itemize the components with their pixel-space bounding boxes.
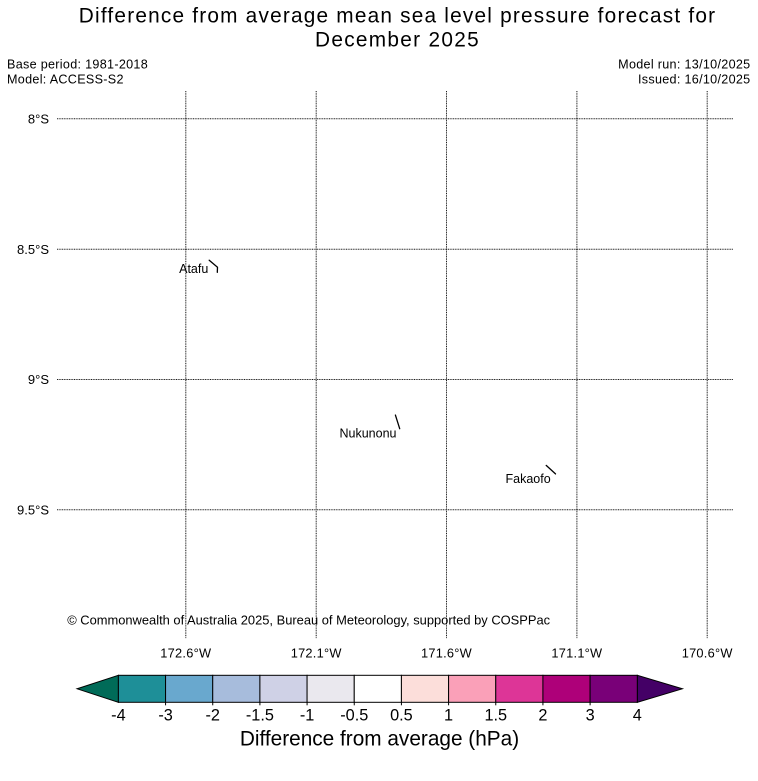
svg-text:Issued: 16/10/2025: Issued: 16/10/2025	[638, 73, 751, 87]
svg-text:2: 2	[538, 706, 547, 724]
svg-text:-0.5: -0.5	[340, 706, 368, 724]
svg-text:-2: -2	[205, 706, 219, 724]
svg-text:3: 3	[586, 706, 595, 724]
svg-text:1.5: 1.5	[484, 706, 507, 724]
svg-text:-1.5: -1.5	[246, 706, 274, 724]
svg-text:-3: -3	[158, 706, 172, 724]
svg-text:172.6°W: 172.6°W	[160, 646, 212, 661]
svg-text:9°S: 9°S	[28, 372, 49, 387]
svg-text:December 2025: December 2025	[315, 29, 480, 52]
svg-text:Base period: 1981-2018: Base period: 1981-2018	[7, 58, 148, 72]
svg-text:Model: ACCESS-S2: Model: ACCESS-S2	[7, 73, 124, 87]
svg-text:Atafu: Atafu	[179, 262, 208, 276]
svg-text:Model run: 13/10/2025: Model run: 13/10/2025	[618, 58, 750, 72]
svg-text:8°S: 8°S	[28, 111, 49, 126]
svg-text:Nukunonu: Nukunonu	[340, 427, 397, 441]
svg-text:1: 1	[444, 706, 453, 724]
svg-text:172.1°W: 172.1°W	[291, 646, 343, 661]
svg-text:171.6°W: 171.6°W	[421, 646, 473, 661]
svg-text:© Commonwealth of Australia 20: © Commonwealth of Australia 2025, Bureau…	[67, 613, 550, 628]
svg-text:170.6°W: 170.6°W	[682, 646, 734, 661]
svg-text:Difference from average (hPa): Difference from average (hPa)	[240, 727, 519, 750]
svg-text:Difference from average mean s: Difference from average mean sea level p…	[79, 4, 716, 27]
svg-text:-1: -1	[300, 706, 314, 724]
svg-text:Fakaofo: Fakaofo	[506, 472, 551, 486]
svg-text:0.5: 0.5	[390, 706, 413, 724]
svg-text:8.5°S: 8.5°S	[17, 242, 49, 257]
svg-text:4: 4	[633, 706, 642, 724]
svg-text:171.1°W: 171.1°W	[551, 646, 603, 661]
svg-text:-4: -4	[111, 706, 125, 724]
svg-text:9.5°S: 9.5°S	[17, 502, 49, 517]
